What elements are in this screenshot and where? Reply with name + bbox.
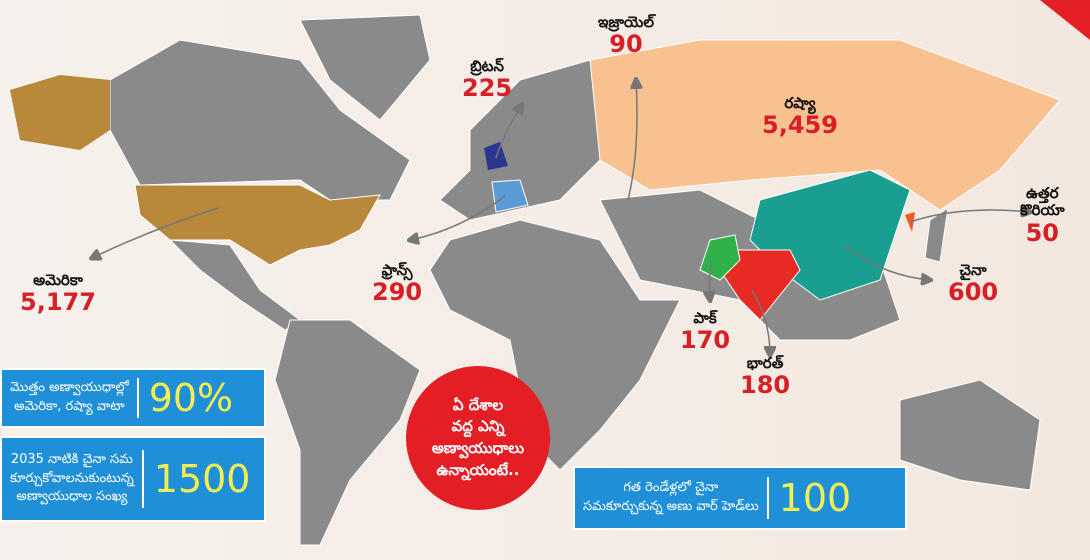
stat-line: అమెరికా, రష్యా వాటా xyxy=(14,399,125,414)
usa xyxy=(134,184,381,266)
country-value: 5,459 xyxy=(762,111,838,140)
stat-line: 2035 నాటికి చైనా సమ xyxy=(10,451,133,467)
arrow xyxy=(709,259,712,300)
country-value: 5,177 xyxy=(20,288,96,317)
country-value: 170 xyxy=(680,326,731,355)
country-name: పాక్ xyxy=(693,309,717,327)
arrow xyxy=(909,210,1030,223)
center-note: ఏ దేశాల వద్ద ఎన్ని అణ్వాయుధాలు ఉన్నాయంటే.. xyxy=(406,366,550,510)
country-label: ఫ్రాన్స్ 290 xyxy=(372,261,423,307)
country-name: రష్యా xyxy=(784,94,816,112)
stat-line: మొత్తం అణ్వాయుధాల్లో xyxy=(10,380,129,396)
note-line: అణ్వాయుధాలు xyxy=(431,439,525,457)
stat-line: గత రెండేళ్లలో చైనా xyxy=(623,480,719,496)
country-name: అమెరికా xyxy=(33,271,83,289)
note-line: ఉన్నాయంటే.. xyxy=(436,460,520,479)
africa xyxy=(429,219,681,471)
country-name: ఉత్తర xyxy=(1026,184,1059,202)
arrow xyxy=(92,207,219,258)
country-value: 90 xyxy=(609,30,643,59)
country-value: 180 xyxy=(740,371,791,400)
country-value: 225 xyxy=(462,74,513,103)
country-value: 600 xyxy=(948,278,999,307)
canada xyxy=(109,39,411,201)
stat-line: కూర్చుకోవాలనుకుంటున్న xyxy=(10,470,134,486)
country-name: చైనా xyxy=(959,261,987,279)
arrow xyxy=(627,80,637,201)
country-label: భారత్ 180 xyxy=(740,354,791,400)
arrow xyxy=(844,244,930,280)
corner-mark xyxy=(1040,0,1090,40)
stat-value: 90% xyxy=(136,376,243,420)
note-line: ఏ దేశాల xyxy=(452,395,504,414)
country-value: 50 xyxy=(1025,218,1059,247)
country-name: ఫ్రాన్స్ xyxy=(381,261,413,279)
country-name: బ్రిటన్ xyxy=(470,57,504,75)
country-name: ఇజ్రాయెల్ xyxy=(598,13,654,31)
stat-box: గత రెండేళ్లలో చైనా సమకూర్చుకున్న అణు వార్… xyxy=(573,466,907,530)
country-label: అమెరికా 5,177 xyxy=(20,271,96,317)
note-line: వద్ద ఎన్ని xyxy=(451,417,505,436)
country-label: రష్యా 5,459 xyxy=(762,94,838,140)
arrow xyxy=(495,105,522,159)
europe xyxy=(439,59,611,221)
greenland xyxy=(299,14,431,121)
country-label: ఇజ్రాయెల్ 90 xyxy=(598,13,654,59)
country-value: 290 xyxy=(372,278,423,307)
stat-value: 1500 xyxy=(141,450,261,508)
country-label: పాక్ 170 xyxy=(680,309,731,355)
stat-box: 2035 నాటికి చైనా సమ కూర్చుకోవాలనుకుంటున్న… xyxy=(0,436,266,522)
country-label: బ్రిటన్ 225 xyxy=(462,57,513,103)
country-label: చైనా 600 xyxy=(948,261,999,307)
stat-text: గత రెండేళ్లలో చైనా సమకూర్చుకున్న అణు వార్… xyxy=(575,479,767,517)
arrow xyxy=(751,289,770,355)
stat-line: అణ్వాయుధాల సంఖ్య xyxy=(16,489,128,505)
arrow xyxy=(410,195,506,240)
alaska xyxy=(10,75,110,150)
japan xyxy=(924,206,949,263)
russia xyxy=(589,39,1061,211)
south-america xyxy=(274,319,421,546)
country-name: కొరియా xyxy=(1020,201,1065,220)
stat-value: 100 xyxy=(766,476,862,520)
stat-text: మొత్తం అణ్వాయుధాల్లో అమెరికా, రష్యా వాటా xyxy=(2,379,137,417)
stat-box: మొత్తం అణ్వాయుధాల్లో అమెరికా, రష్యా వాటా 9… xyxy=(0,368,266,428)
australia xyxy=(899,379,1041,491)
country-label: ఉత్తర కొరియా 50 xyxy=(1020,184,1065,247)
country-name: భారత్ xyxy=(746,354,784,372)
france xyxy=(491,179,529,213)
stat-line: సమకూర్చుకున్న అణు వార్ హెడ్‌లు xyxy=(583,499,759,514)
stat-text: 2035 నాటికి చైనా సమ కూర్చుకోవాలనుకుంటున్న… xyxy=(2,451,142,508)
